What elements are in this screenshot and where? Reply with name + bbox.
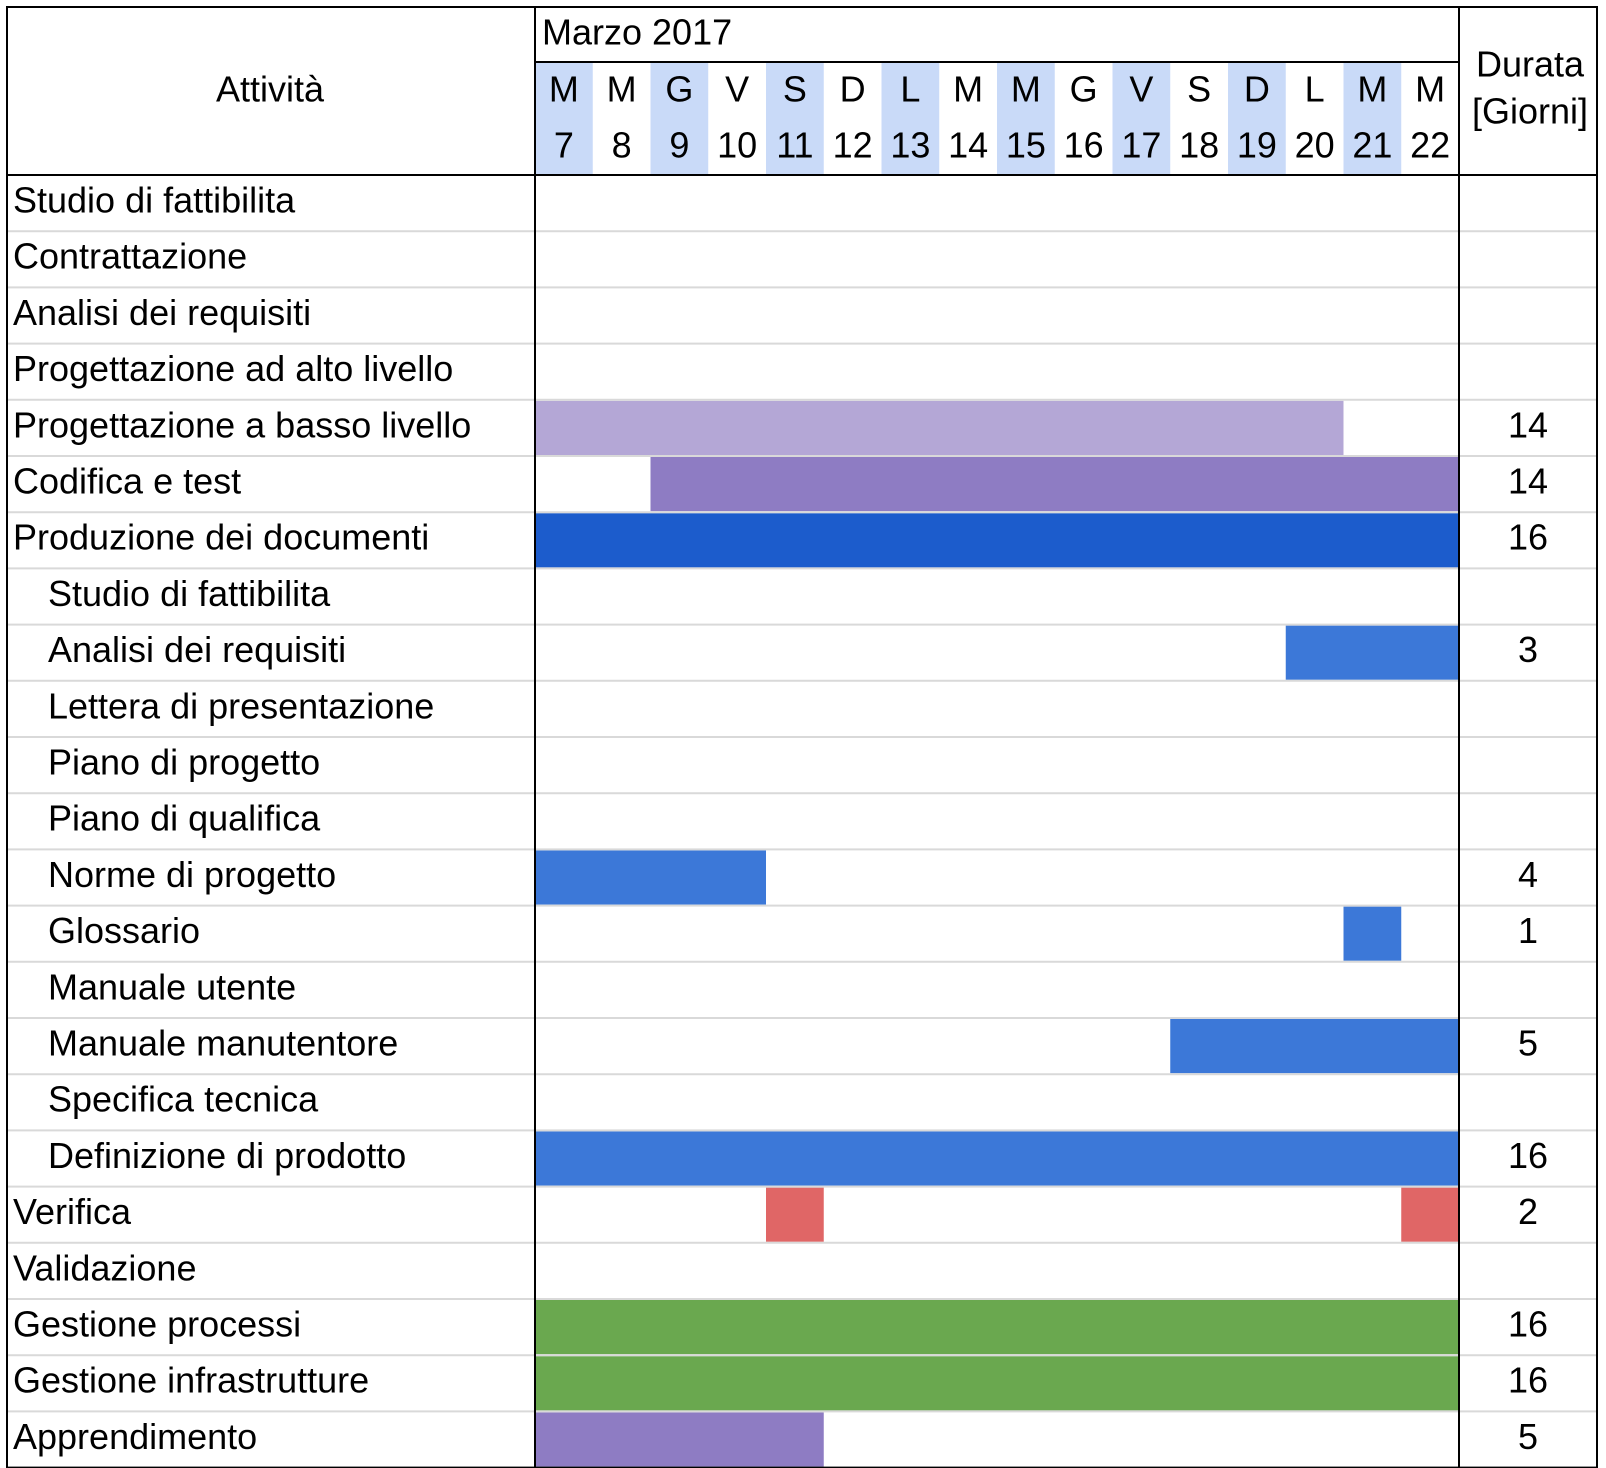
activity-column-header: Attività	[216, 69, 325, 110]
task-bar	[1170, 1019, 1459, 1074]
task-name: Glossario	[48, 910, 200, 951]
date-label: 16	[1064, 125, 1104, 166]
task-name: Verifica	[13, 1191, 132, 1232]
task-name: Analisi dei requisiti	[13, 292, 311, 333]
task-duration: 4	[1518, 854, 1538, 895]
weekday-label: G	[665, 69, 693, 110]
task-bar	[1285, 625, 1459, 680]
task-name: Piano di qualifica	[48, 798, 321, 839]
weekday-label: V	[1129, 69, 1153, 110]
task-duration: 3	[1518, 629, 1538, 670]
weekday-label: S	[783, 69, 807, 110]
day-labels: M7M8G9V10S11D12L13M14M15G16V17S18D19L20M…	[549, 69, 1450, 166]
task-labels: Studio di fattibilita Contrattazione Anali…	[13, 180, 471, 1457]
task-duration: 16	[1508, 1360, 1548, 1401]
task-name: Apprendimento	[13, 1416, 257, 1457]
task-bar	[535, 400, 1344, 455]
task-bar	[535, 513, 1459, 568]
weekday-label: M	[607, 69, 637, 110]
task-name: Produzione dei documenti	[13, 517, 429, 558]
task-name: Progettazione a basso livello	[13, 404, 471, 445]
weekday-label: S	[1187, 69, 1211, 110]
task-bar	[535, 1131, 1459, 1186]
task-duration: 14	[1508, 461, 1548, 502]
weekday-label: M	[1011, 69, 1041, 110]
date-label: 7	[554, 125, 574, 166]
day-highlight-19	[1228, 62, 1286, 175]
duration-header-line2: [Giorni]	[1472, 91, 1588, 132]
date-label: 13	[890, 125, 930, 166]
task-name: Codifica e test	[13, 461, 241, 502]
task-name: Piano di progetto	[48, 742, 320, 783]
task-bar	[1401, 1187, 1459, 1242]
row-grid-lines	[7, 230, 1597, 1413]
task-name: Definizione di prodotto	[48, 1135, 406, 1176]
task-duration: 5	[1518, 1416, 1538, 1457]
task-name: Studio di fattibilita	[13, 180, 296, 221]
day-highlight-17	[1112, 62, 1171, 175]
task-bar	[1343, 906, 1402, 961]
task-name: Norme di progetto	[48, 854, 336, 895]
date-label: 10	[717, 125, 757, 166]
date-label: 22	[1410, 125, 1450, 166]
day-highlight-7	[535, 62, 593, 175]
weekday-label: V	[725, 69, 749, 110]
date-label: 19	[1237, 125, 1277, 166]
task-bar	[535, 850, 766, 905]
date-label: 20	[1295, 125, 1335, 166]
day-highlight-9	[650, 62, 709, 175]
date-label: 12	[833, 125, 873, 166]
weekday-label: L	[1305, 69, 1325, 110]
day-highlight-11	[766, 62, 824, 175]
task-duration: 16	[1508, 1304, 1548, 1345]
task-duration: 5	[1518, 1023, 1538, 1064]
date-label: 18	[1179, 125, 1219, 166]
task-name: Manuale utente	[48, 966, 296, 1007]
task-name: Gestione processi	[13, 1304, 301, 1345]
date-label: 14	[948, 125, 988, 166]
task-name: Manuale manutentore	[48, 1023, 398, 1064]
task-bar	[535, 1300, 1459, 1355]
task-duration: 14	[1508, 404, 1548, 445]
weekday-label: D	[1244, 69, 1270, 110]
weekday-label: D	[840, 69, 866, 110]
weekday-label: G	[1070, 69, 1098, 110]
task-bar	[766, 1187, 824, 1242]
header-day-highlights	[535, 62, 1402, 175]
weekday-label: M	[953, 69, 983, 110]
date-label: 9	[669, 125, 689, 166]
task-duration: 16	[1508, 517, 1548, 558]
weekday-label: M	[1415, 69, 1445, 110]
task-duration: 16	[1508, 1135, 1548, 1176]
task-name: Progettazione ad alto livello	[13, 348, 453, 389]
task-name: Validazione	[13, 1247, 196, 1288]
task-bar	[535, 1356, 1459, 1411]
weekday-label: L	[900, 69, 920, 110]
day-highlight-21	[1343, 62, 1402, 175]
weekday-label: M	[549, 69, 579, 110]
day-highlight-13	[881, 62, 940, 175]
date-label: 15	[1006, 125, 1046, 166]
task-name: Contrattazione	[13, 236, 247, 277]
date-label: 11	[776, 125, 813, 166]
task-name: Lettera di presentazione	[48, 685, 434, 726]
task-duration: 1	[1518, 910, 1538, 951]
task-bars	[535, 400, 1459, 1467]
task-name: Analisi dei requisiti	[48, 629, 346, 670]
month-header: Marzo 2017	[542, 12, 732, 53]
date-label: 17	[1121, 125, 1161, 166]
task-name: Studio di fattibilita	[48, 573, 331, 614]
date-label: 8	[612, 125, 632, 166]
task-bar	[650, 457, 1459, 512]
duration-header-line1: Durata	[1476, 44, 1585, 85]
task-name: Specifica tecnica	[48, 1079, 319, 1120]
date-label: 21	[1352, 125, 1392, 166]
duration-labels: 14 14 16 3 4 1 5 16 2 16 16 5	[1508, 404, 1548, 1457]
task-duration: 2	[1518, 1191, 1538, 1232]
task-name: Gestione infrastrutture	[13, 1360, 369, 1401]
weekday-label: M	[1357, 69, 1387, 110]
day-highlight-15	[997, 62, 1055, 175]
task-bar	[535, 1412, 824, 1467]
